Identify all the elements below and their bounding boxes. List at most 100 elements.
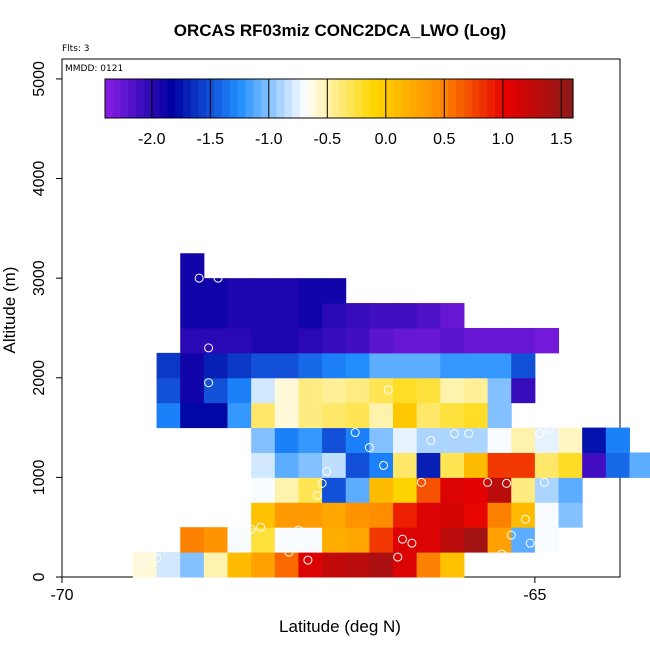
- flight-point: [237, 522, 247, 532]
- heatmap-cell: [534, 502, 560, 528]
- colorbar-segment: [409, 79, 418, 118]
- colorbar-segment: [159, 79, 168, 118]
- colorbar-segment: [518, 79, 527, 118]
- colorbar-segment: [495, 79, 504, 118]
- flight-point: [246, 524, 256, 534]
- heatmap-cell: [369, 352, 394, 379]
- heatmap-cell: [534, 477, 560, 503]
- heatmap-cell: [440, 402, 465, 429]
- heatmap-cell: [345, 352, 370, 379]
- colorbar-segment: [214, 79, 223, 118]
- heatmap-cell: [156, 377, 181, 404]
- colorbar-segment: [526, 79, 535, 118]
- colorbar-segment: [229, 79, 239, 118]
- heatmap-cell: [203, 327, 229, 354]
- heatmap-cell: [180, 327, 205, 354]
- x-axis-label: Latitude (deg N): [279, 617, 401, 636]
- heatmap-cell: [251, 327, 276, 354]
- heatmap-cell: [251, 352, 276, 379]
- colorbar-segment: [144, 79, 153, 118]
- flight-point: [483, 477, 493, 487]
- heatmap-cell: [463, 477, 489, 503]
- colorbar-segment: [167, 79, 176, 118]
- colorbar-segment: [401, 79, 410, 118]
- heatmap-cell: [322, 327, 347, 354]
- flight-point: [189, 475, 199, 485]
- heatmap-cell: [156, 402, 181, 429]
- colorbar-segment: [549, 79, 558, 118]
- colorbar-segment: [128, 79, 137, 118]
- colorbar-segment: [190, 79, 200, 118]
- heatmap-cell: [251, 452, 276, 478]
- heatmap-cell: [274, 427, 299, 453]
- heatmap-cell: [274, 477, 299, 503]
- y-tick-label: 0: [31, 572, 48, 581]
- heatmap-cell: [298, 502, 323, 528]
- heatmap-cell: [416, 327, 441, 354]
- heatmap-cell: [534, 327, 560, 354]
- heatmap-cell: [463, 502, 489, 528]
- heatmap-cell: [511, 502, 536, 528]
- flight-point: [506, 530, 516, 540]
- flight-point: [502, 478, 512, 488]
- heatmap-cell: [440, 452, 465, 478]
- heatmap-cell: [298, 402, 323, 429]
- heatmap-cell: [180, 527, 205, 553]
- x-axis: -70 -65: [50, 577, 547, 604]
- colorbar-segment: [284, 79, 293, 118]
- flight-point: [142, 477, 152, 487]
- heatmap-cell: [487, 452, 512, 478]
- flight-point: [568, 534, 578, 544]
- heatmap-cell: [274, 452, 299, 478]
- colorbar-segment: [448, 79, 457, 118]
- colorbar-segment: [331, 79, 340, 118]
- flight-point: [166, 477, 176, 487]
- heatmap-cell: [511, 527, 536, 553]
- heatmap-cell: [251, 502, 276, 528]
- flight-point: [525, 538, 535, 548]
- heatmap-cell: [558, 477, 583, 503]
- heatmap-cell: [393, 502, 418, 528]
- y-tick-label: 2000: [31, 360, 48, 396]
- flight-point: [284, 547, 294, 557]
- flight-point: [426, 436, 436, 446]
- heatmap-cell: [487, 427, 512, 453]
- heatmap-cell: [227, 303, 252, 329]
- date-annotation: MMDD: 0121: [65, 64, 123, 74]
- heatmap-cell: [251, 477, 276, 503]
- heatmap-cell: [180, 303, 205, 329]
- heatmap-cell: [369, 303, 394, 329]
- heatmap-cell: [463, 527, 489, 553]
- colorbar-segment: [175, 79, 184, 118]
- heatmap-cell: [298, 552, 323, 578]
- heatmap-cell: [416, 477, 441, 503]
- colorbar-tick-label: -2.0: [138, 131, 166, 148]
- flight-point: [137, 556, 147, 566]
- heatmap-cell: [274, 502, 299, 528]
- heatmap-cell: [369, 477, 394, 503]
- colorbar-segment: [370, 79, 379, 118]
- heatmap-cell: [251, 402, 276, 429]
- colorbar-segment: [151, 79, 161, 118]
- colorbar-segment: [417, 79, 426, 118]
- heatmap-cell: [511, 327, 536, 354]
- colorbar-segment: [120, 79, 129, 118]
- flight-point: [539, 477, 549, 487]
- heatmap-cell: [251, 527, 276, 553]
- heatmap-cell: [180, 552, 205, 578]
- heatmap-cell: [440, 352, 465, 379]
- colorbar-frame: [104, 78, 574, 119]
- flight-point: [497, 549, 507, 559]
- flight-point: [213, 429, 223, 439]
- y-tick-label: 1000: [31, 459, 48, 495]
- heatmap-cell: [463, 377, 489, 404]
- flight-point: [393, 552, 403, 562]
- colorbar-segment: [432, 79, 441, 118]
- heatmap-cell: [416, 502, 441, 528]
- heatmap-cell: [393, 477, 418, 503]
- heatmap-cell: [558, 452, 583, 478]
- heatmap-cell: [511, 377, 536, 404]
- flight-point: [587, 358, 597, 368]
- flight-point: [156, 522, 166, 532]
- heatmap-cell: [393, 552, 418, 578]
